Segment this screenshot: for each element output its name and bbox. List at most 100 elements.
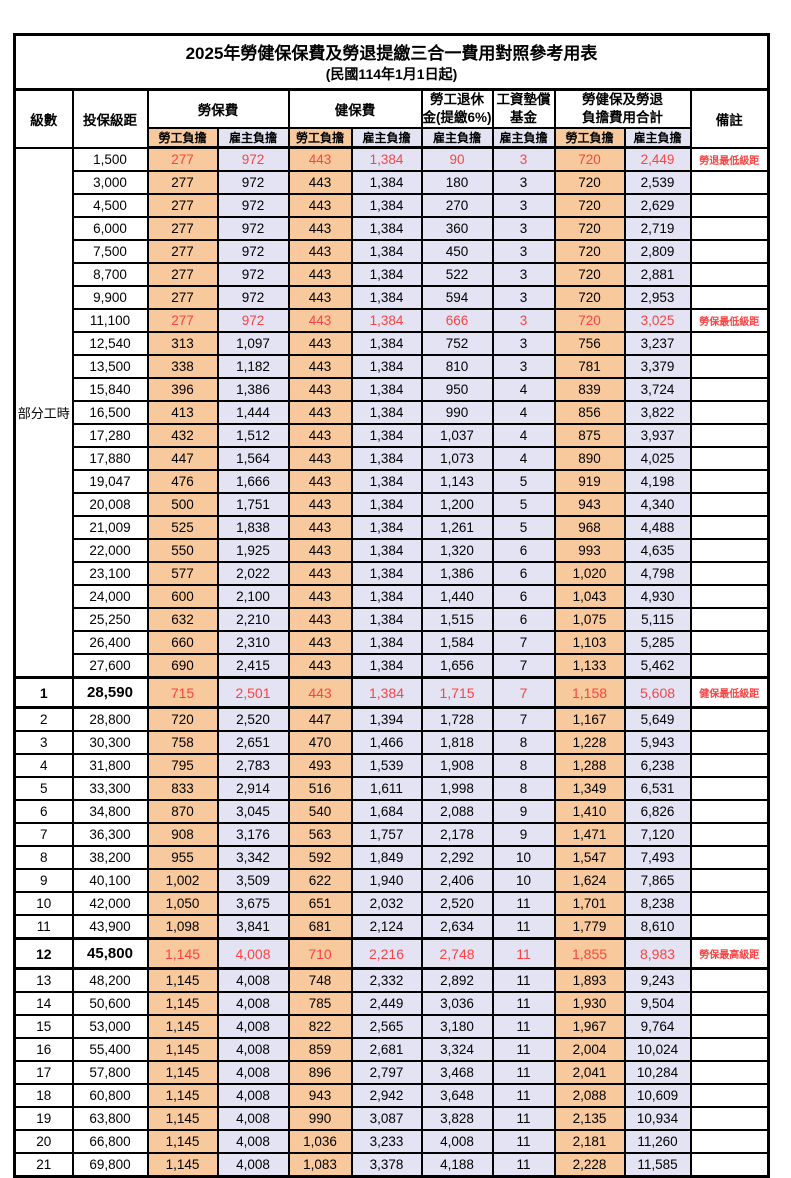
cell-value: 1,145 [146,1129,219,1155]
cell-salary-bracket: 22,000 [71,538,149,564]
cell-value: 4,008 [216,1106,290,1132]
cell-value: 1,656 [420,653,494,679]
cell-level: 4 [13,753,74,779]
page-subtitle: (民國114年1月1日起) [325,66,458,83]
cell-value: 313 [146,331,219,357]
cell-value: 2,501 [216,676,290,710]
cell-salary-bracket: 63,800 [71,1106,149,1132]
cell-value: 2,088 [420,799,494,825]
cell-value: 1,288 [553,753,626,779]
cell-salary-bracket: 6,000 [71,216,149,242]
cell-value: 3,176 [216,822,290,848]
cell-value: 1,167 [553,706,626,733]
cell-value: 443 [287,308,353,334]
cell-value: 1,539 [350,753,423,779]
cell-value: 972 [216,239,290,265]
cell-value: 4 [491,446,556,472]
cell-value: 1,384 [350,630,423,656]
cell-value: 752 [420,331,494,357]
cell-salary-bracket: 45,800 [71,937,149,971]
cell-remark [689,446,770,472]
cell-level: 12 [13,937,74,971]
cell-value: 795 [146,753,219,779]
cell-value: 443 [287,331,353,357]
cell-remark [689,1060,770,1086]
cell-remark [689,822,770,848]
cell-value: 11 [491,991,556,1017]
cell-value: 1,855 [553,937,626,971]
cell-value: 896 [287,1060,353,1086]
cell-value: 1,200 [420,492,494,518]
table-row: 20 66,800 1,145 4,008 1,036 3,233 4,008 11 2,181… [13,1129,770,1155]
cell-value: 443 [287,216,353,242]
cell-value: 2,310 [216,630,290,656]
cell-value: 1,098 [146,914,219,940]
cell-value: 11 [491,1083,556,1109]
cell-value: 2,032 [350,891,423,917]
cell-remark [689,1083,770,1109]
cell-value: 3 [491,308,556,334]
cell-value: 1,384 [350,653,423,679]
cell-value: 1,043 [553,584,626,610]
cell-value: 666 [420,308,494,334]
page-title: 2025年勞健保保費及勞退提繳三合一費用對照參考用表 [185,44,598,64]
cell-remark [689,538,770,564]
cell-value: 1,075 [553,607,626,633]
cell-salary-bracket: 48,200 [71,967,149,994]
cell-value: 493 [287,753,353,779]
table-row: 18 60,800 1,145 4,008 943 2,942 3,648 11 2,088 10… [13,1083,770,1109]
cell-value: 10,284 [623,1060,692,1086]
cell-value: 443 [287,607,353,633]
cell-value: 443 [287,561,353,587]
cell-value: 3 [491,262,556,288]
cell-value: 277 [146,170,219,196]
cell-value: 2,681 [350,1037,423,1063]
cell-value: 1,757 [350,822,423,848]
cell-value: 4,008 [216,1083,290,1109]
cell-value: 2,004 [553,1037,626,1063]
cell-value: 2,124 [350,914,423,940]
cell-value: 651 [287,891,353,917]
table-body: 部分工時 1,500 277 972 443 1,384 90 3 720 2,449 勞退最低級距… [13,146,770,1178]
cell-value: 1,925 [216,538,290,564]
table-row: 6 34,800 870 3,045 540 1,684 2,088 9 1,410 6,826 [13,799,770,825]
cell-value: 11 [491,1106,556,1132]
table-row: 3,000 277 972 443 1,384 180 3 720 2,539 [15,170,770,196]
cell-value: 3 [491,170,556,196]
cell-value: 550 [146,538,219,564]
cell-value: 1,384 [350,354,423,380]
cell-value: 5,115 [623,607,692,633]
table-row: 15 53,000 1,145 4,008 822 2,565 3,180 11 1,967 9,… [13,1014,770,1040]
subheader-health-employee: 勞工負擔 [287,127,353,150]
cell-value: 3,937 [623,423,692,449]
table-row: 14 50,600 1,145 4,008 785 2,449 3,036 11 1,930 9,… [13,991,770,1017]
cell-value: 955 [146,845,219,871]
table-row: 4,500 277 972 443 1,384 270 3 720 2,629 [15,193,770,219]
cell-value: 8,610 [623,914,692,940]
table-row: 16 55,400 1,145 4,008 859 2,681 3,324 11 2,004 10… [13,1037,770,1063]
cell-remark [689,1014,770,1040]
cell-value: 2,228 [553,1152,626,1178]
cell-value: 11 [491,891,556,917]
table-row: 13,500 338 1,182 443 1,384 810 3 781 3,379 [15,354,770,380]
cell-salary-bracket: 21,009 [71,515,149,541]
cell-value: 1,384 [350,308,423,334]
cell-remark [689,799,770,825]
cell-value: 2,797 [350,1060,423,1086]
cell-value: 1,410 [553,799,626,825]
subheader-total-employer: 雇主負擔 [623,127,692,150]
table-row: 8,700 277 972 443 1,384 522 3 720 2,881 [15,262,770,288]
cell-level: 16 [13,1037,74,1063]
table-row: 7 36,300 908 3,176 563 1,757 2,178 9 1,471 7,120 [13,822,770,848]
cell-value: 1,143 [420,469,494,495]
cell-value: 870 [146,799,219,825]
cell-remark [689,607,770,633]
cell-value: 338 [146,354,219,380]
cell-value: 1,684 [350,799,423,825]
cell-value: 3,675 [216,891,290,917]
cell-value: 4,188 [420,1152,494,1178]
cell-value: 7 [491,676,556,710]
cell-remark: 勞保最低級距 [689,308,770,334]
cell-value: 1,384 [350,193,423,219]
cell-value: 277 [146,193,219,219]
